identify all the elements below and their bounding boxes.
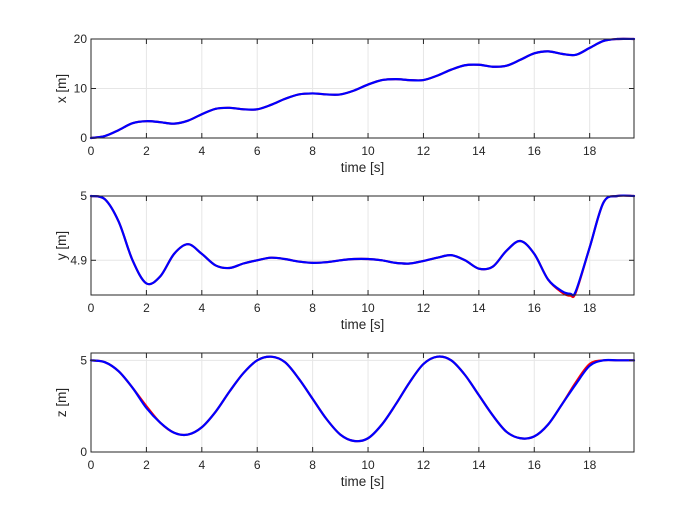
subplot-z-position: 0 2 4 6 8 10 12 14 16 18 0 5 time [s] z [m] bbox=[54, 352, 636, 489]
y-x-tick-label: 12 bbox=[417, 301, 431, 315]
y-x-tick-label: 0 bbox=[88, 301, 95, 315]
z-x-tick-label: 14 bbox=[472, 458, 486, 472]
x-x-tick-label: 10 bbox=[361, 144, 375, 158]
y-x-tick-label: 4 bbox=[198, 301, 205, 315]
x-x-tick-label: 14 bbox=[472, 144, 486, 158]
z-plot-area bbox=[91, 353, 634, 452]
y-x-tick-label: 18 bbox=[583, 301, 597, 315]
y-axes-box bbox=[90, 195, 635, 296]
x-x-tick-label: 2 bbox=[143, 144, 150, 158]
y-x-tick-label: 16 bbox=[528, 301, 542, 315]
x-x-tick-label: 12 bbox=[417, 144, 431, 158]
y-series-line-blue bbox=[89, 194, 636, 297]
x-x-axis-label: time [s] bbox=[341, 160, 385, 175]
z-y-axis-label: z [m] bbox=[54, 388, 69, 417]
z-x-tick-label: 10 bbox=[361, 458, 375, 472]
subplot-y-position: 0 2 4 6 8 10 12 14 16 18 4.9 5 time [s] y [m] bbox=[54, 189, 636, 332]
z-x-tick-label: 2 bbox=[143, 458, 150, 472]
y-plot-area bbox=[91, 196, 634, 295]
y-x-tick-label: 14 bbox=[472, 301, 486, 315]
y-y-tick-label: 4.9 bbox=[70, 253, 87, 267]
x-series-line-blue bbox=[89, 37, 636, 140]
x-y-tick-label: 10 bbox=[74, 82, 88, 96]
z-series-line-blue bbox=[89, 355, 636, 443]
y-x-tick-label: 2 bbox=[143, 301, 150, 315]
y-x-tick-label: 10 bbox=[361, 301, 375, 315]
z-x-tick-label: 0 bbox=[88, 458, 95, 472]
x-y-tick-label: 0 bbox=[80, 131, 87, 145]
subplot-x-position: 0 2 4 6 8 10 12 14 16 18 0 10 20 time [s] x [m] bbox=[54, 32, 636, 175]
z-x-axis-label: time [s] bbox=[341, 474, 385, 489]
y-x-tick-label: 8 bbox=[309, 301, 316, 315]
x-x-tick-label: 16 bbox=[528, 144, 542, 158]
z-y-tick-label: 0 bbox=[80, 445, 87, 459]
z-x-tick-label: 12 bbox=[417, 458, 431, 472]
z-x-tick-label: 16 bbox=[528, 458, 542, 472]
x-y-axis-label: x [m] bbox=[54, 74, 69, 103]
x-x-tick-label: 8 bbox=[309, 144, 316, 158]
y-x-tick-label: 6 bbox=[254, 301, 261, 315]
x-y-tick-label: 20 bbox=[74, 32, 88, 46]
x-x-tick-label: 18 bbox=[583, 144, 597, 158]
z-x-tick-label: 8 bbox=[309, 458, 316, 472]
z-axes-box bbox=[90, 352, 635, 453]
y-y-tick-label: 5 bbox=[80, 189, 87, 203]
z-y-tick-label: 5 bbox=[80, 353, 87, 367]
x-x-tick-label: 6 bbox=[254, 144, 261, 158]
x-x-tick-label: 0 bbox=[88, 144, 95, 158]
z-x-tick-label: 18 bbox=[583, 458, 597, 472]
z-x-tick-label: 6 bbox=[254, 458, 261, 472]
y-y-axis-label: y [m] bbox=[54, 231, 69, 260]
y-x-axis-label: time [s] bbox=[341, 317, 385, 332]
x-x-tick-label: 4 bbox=[198, 144, 205, 158]
z-x-tick-label: 4 bbox=[198, 458, 205, 472]
